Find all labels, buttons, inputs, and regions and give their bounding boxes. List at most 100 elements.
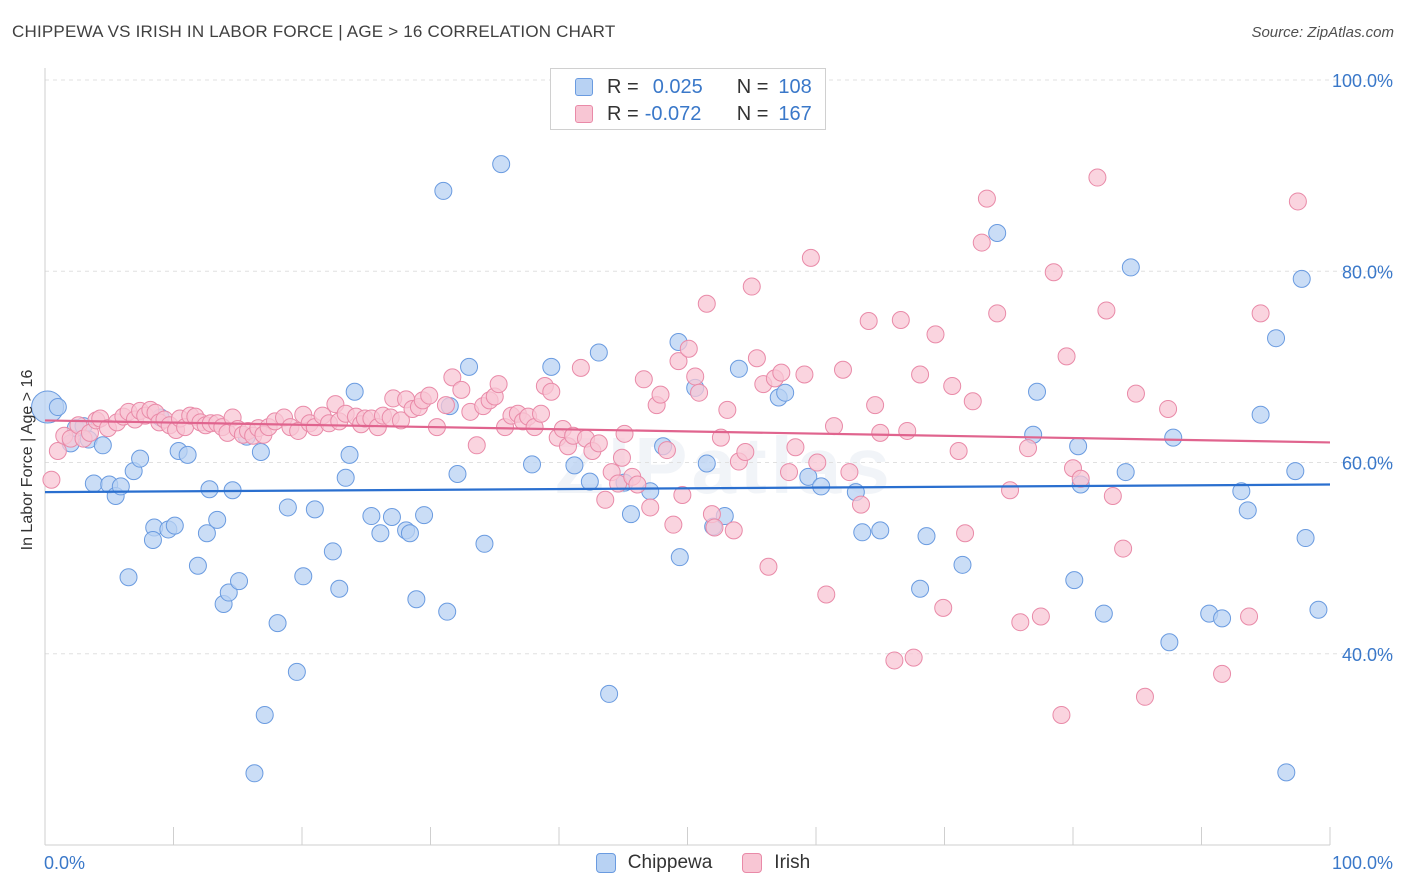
chippewa-point — [1277, 763, 1296, 782]
legend-row-chippewa: R = 0.025 N = 108 — [551, 74, 812, 100]
irish-point — [1052, 705, 1071, 724]
irish-point — [1126, 384, 1145, 403]
irish-point — [963, 392, 982, 411]
irish-point — [786, 438, 805, 457]
chippewa-point — [84, 474, 103, 493]
irish-point — [934, 598, 953, 617]
chippewa-point — [1292, 269, 1311, 288]
chippewa-point — [131, 449, 150, 468]
irish-point — [1001, 481, 1020, 500]
irish-point — [747, 349, 766, 368]
chippewa-swatch — [575, 78, 593, 96]
chart-title: CHIPPEWA VS IRISH IN LABOR FORCE | AGE >… — [12, 22, 616, 41]
irish-point — [795, 365, 814, 384]
n-value: 167 — [778, 102, 812, 125]
chippewa-point — [305, 500, 324, 519]
irish-point — [452, 380, 471, 399]
irish-point — [833, 360, 852, 379]
chippewa-point — [323, 542, 342, 561]
chippewa-point — [1267, 329, 1286, 348]
irish-point — [1288, 192, 1307, 211]
chippewa-point — [1309, 600, 1328, 619]
irish-point — [988, 304, 1007, 323]
chippewa-point — [799, 467, 818, 486]
chippewa-point — [1069, 437, 1088, 456]
series-legend: Chippewa Irish — [0, 852, 1406, 874]
irish-point — [780, 463, 799, 482]
chippewa-point — [1160, 633, 1179, 652]
irish-point — [1114, 539, 1133, 558]
irish-point — [1031, 607, 1050, 626]
irish-point — [904, 648, 923, 667]
chippewa-point — [1121, 258, 1140, 277]
chippewa-point — [208, 510, 227, 529]
irish-point — [628, 475, 647, 494]
chippewa-point — [988, 224, 1007, 242]
irish-point — [1019, 439, 1038, 458]
irish-point — [705, 518, 724, 537]
irish-point — [943, 377, 962, 395]
irish-point — [571, 358, 590, 377]
irish-point — [885, 651, 904, 670]
chippewa-point — [729, 359, 748, 378]
chippewa-point — [1232, 482, 1251, 501]
chippewa-point — [1296, 529, 1315, 548]
irish-point — [1213, 664, 1232, 683]
irish-point — [1251, 304, 1270, 323]
irish-point — [669, 352, 688, 371]
chippewa-point — [143, 530, 162, 549]
y-tick-label: 60.0% — [1342, 454, 1393, 474]
irish-point — [871, 423, 890, 442]
y-tick-label: 40.0% — [1342, 645, 1393, 665]
chippewa-point — [251, 442, 270, 461]
chippewa-point — [1028, 382, 1047, 401]
legend-item-chippewa: Chippewa — [595, 852, 713, 874]
chippewa-point — [589, 343, 608, 362]
chippewa-point — [1213, 609, 1232, 628]
chippewa-point — [448, 464, 467, 483]
chippewa-point — [362, 507, 381, 526]
chippewa-point — [400, 524, 419, 543]
n-label: N = — [736, 102, 769, 125]
irish-point — [1135, 687, 1154, 706]
irish-point — [443, 368, 462, 387]
chippewa-point — [565, 456, 584, 475]
chippewa-point — [492, 155, 511, 174]
irish-point — [949, 442, 968, 461]
irish-point — [673, 486, 692, 505]
legend-label: Chippewa — [627, 852, 713, 873]
irish-point — [866, 396, 885, 415]
chippewa-point — [1065, 571, 1084, 590]
r-label: R = — [607, 102, 639, 125]
chippewa-point — [600, 684, 619, 703]
chippewa-swatch — [595, 853, 616, 873]
irish-point — [977, 189, 996, 208]
irish-point — [634, 370, 653, 389]
chippewa-point — [200, 480, 219, 499]
irish-point — [840, 463, 859, 482]
irish-point — [772, 363, 791, 382]
irish-point — [42, 470, 61, 489]
stats-legend: R = 0.025 N = 108 R = -0.072 N = 167 — [550, 68, 826, 130]
chippewa-point — [1164, 428, 1183, 447]
chippewa-trend-line — [44, 483, 1331, 494]
chippewa-point — [278, 498, 297, 517]
x-tick-label: 0.0% — [44, 853, 85, 873]
irish-point — [824, 417, 843, 436]
chippewa-point — [345, 382, 364, 401]
chippewa-point — [415, 506, 434, 525]
chippewa-point — [1116, 463, 1135, 482]
r-label: R = — [607, 75, 639, 98]
chippewa-point — [119, 568, 138, 587]
irish-point — [898, 421, 917, 440]
irish-point — [1097, 301, 1116, 320]
chippewa-point — [580, 472, 599, 491]
chippewa-point — [697, 454, 716, 473]
chippewa-point — [340, 445, 359, 464]
chippewa-point — [911, 579, 930, 598]
irish-point — [1088, 168, 1107, 187]
irish-point — [48, 442, 67, 461]
legend-label: Irish — [774, 852, 811, 873]
irish-point — [711, 428, 730, 447]
x-tick-label: 100.0% — [1332, 853, 1393, 873]
